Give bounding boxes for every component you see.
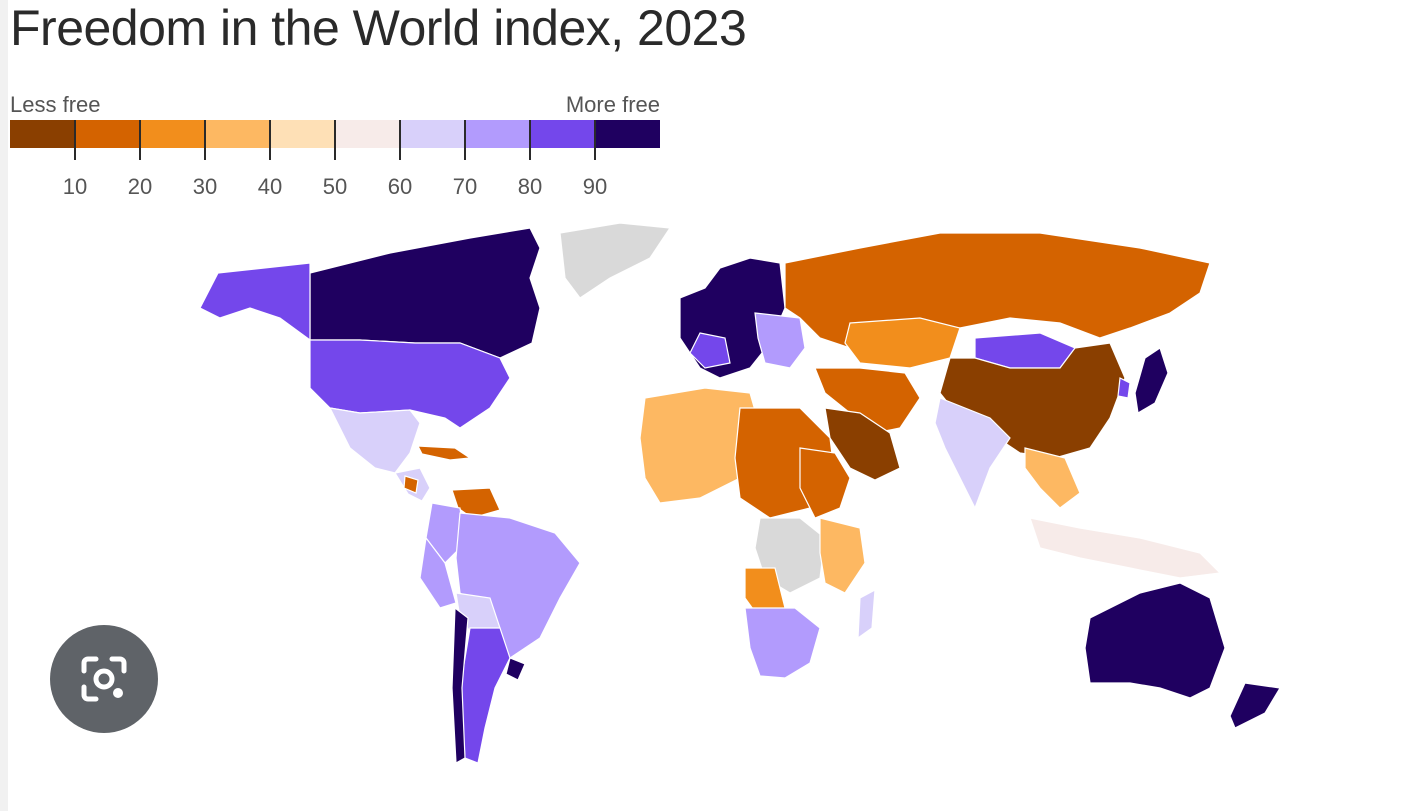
- legend-tick: [204, 120, 206, 160]
- region-uruguay: Uruguay: [505, 657, 526, 681]
- google-lens-icon: [81, 656, 127, 702]
- legend-tick-label: 80: [517, 174, 543, 199]
- legend-swatch-3: [205, 120, 270, 148]
- region-chile: Chile: [451, 606, 469, 764]
- legend-tick: [529, 120, 531, 160]
- legend-tick-label: 30: [192, 174, 218, 199]
- region-france: France: [689, 332, 731, 369]
- legend-tick-label: 90: [582, 174, 608, 199]
- legend-color-bar: [10, 120, 660, 148]
- legend-label-less-free: Less free: [10, 92, 101, 117]
- region-indonesia: Indonesia: [1029, 517, 1222, 579]
- region-canada: Canada: [309, 227, 541, 359]
- legend-swatch-6: [400, 120, 465, 148]
- region-greenland: Greenland: [559, 222, 672, 299]
- legend-swatch-5: [335, 120, 400, 148]
- region-south-korea: South Korea: [1117, 377, 1131, 399]
- google-lens-button[interactable]: [50, 625, 158, 733]
- legend-swatch-8: [530, 120, 595, 148]
- legend-tick-label: 40: [257, 174, 283, 199]
- region-southern-africa: Southern Africa: [744, 607, 821, 679]
- left-edge: [0, 0, 8, 811]
- legend-tick: [74, 120, 76, 160]
- legend-swatch-7: [465, 120, 530, 148]
- legend-swatch-4: [270, 120, 335, 148]
- region-venezuela: Venezuela: [451, 487, 501, 519]
- region-argentina: Argentina: [459, 627, 511, 764]
- legend-tick-label: 20: [127, 174, 153, 199]
- region-india: India: [934, 397, 1011, 510]
- legend-tick: [399, 120, 401, 160]
- region-saudi-arabia: Saudi Arabia: [824, 407, 901, 481]
- legend-swatch-1: [75, 120, 140, 148]
- region-japan: Japan: [1134, 347, 1169, 414]
- region-peru: Peru: [419, 536, 457, 609]
- region-sudan: Sudan: [799, 447, 851, 519]
- region-nicaragua: Nicaragua: [403, 475, 419, 494]
- legend-tick-label: 70: [452, 174, 478, 199]
- legend-tick-label: 10: [62, 174, 88, 199]
- region-mexico: Mexico: [328, 407, 421, 474]
- legend-swatch-9: [595, 120, 660, 148]
- region-southeast-asia: Southeast Asia: [1024, 447, 1081, 509]
- region-cuba: Cuba: [417, 445, 472, 461]
- legend-swatch-2: [140, 120, 205, 148]
- legend-tick: [334, 120, 336, 160]
- region-eastern-europe: Eastern Europe: [754, 312, 806, 369]
- legend-tick: [269, 120, 271, 160]
- legend-tick-label: 60: [387, 174, 413, 199]
- legend-tick: [464, 120, 466, 160]
- region-east-africa: East Africa: [819, 517, 866, 594]
- legend-swatch-0: [10, 120, 75, 148]
- world-map: CanadaAlaskaUnited StatesMexicoGreenland…: [199, 222, 1281, 764]
- legend-ticks: [10, 120, 660, 160]
- legend: Less free More free 10 20 30 40 50 60 70 80 90: [10, 92, 660, 202]
- region-colombia: Colombia: [425, 502, 466, 564]
- region-russia: Russia: [784, 232, 1211, 349]
- region-australia: Australia: [1084, 582, 1226, 699]
- legend-tick: [139, 120, 141, 160]
- region-new-zealand: New Zealand: [1229, 682, 1281, 729]
- region-alaska: Alaska: [199, 262, 311, 342]
- region-madagascar: Madagascar: [857, 588, 876, 640]
- legend-label-more-free: More free: [565, 92, 660, 117]
- page-title: Freedom in the World index, 2023: [10, 0, 747, 56]
- region-middle-east: Middle East: [814, 367, 921, 434]
- legend-tick-label: 50: [322, 174, 348, 199]
- legend-tick: [594, 120, 596, 160]
- region-north-africa: North Africa: [639, 387, 761, 504]
- region-kazakhstan: Kazakhstan: [844, 317, 961, 369]
